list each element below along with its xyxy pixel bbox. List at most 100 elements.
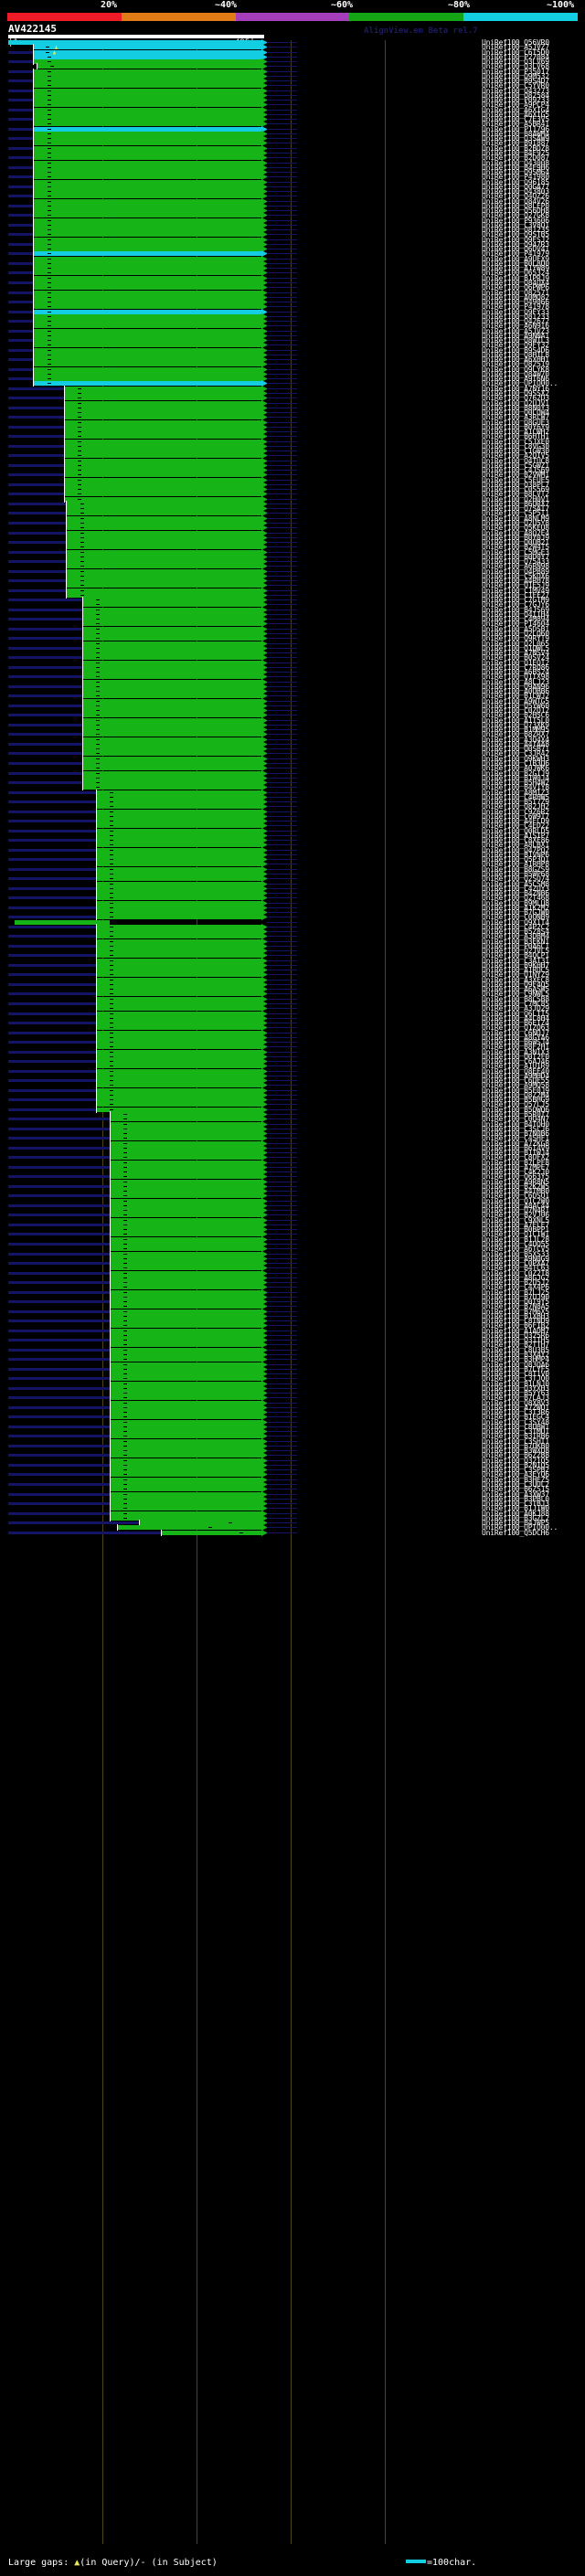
table-row[interactable]: UniRef100_B2W4T5 [0,543,585,551]
hit-label[interactable]: UniRef100_Q2JVL5 [482,947,549,956]
hsp-bar[interactable] [33,164,261,170]
hit-label[interactable]: UniRef100_C8UFX2 [482,1153,549,1162]
hsp-bar[interactable] [33,131,261,136]
hit-label[interactable]: UniRef100_C0QNB9 [482,913,549,922]
hit-label[interactable]: UniRef100_Q9FSJ2 [482,235,549,244]
hit-label[interactable]: UniRef100_Q7SAI7 [482,504,549,514]
hsp-bar[interactable] [33,376,261,382]
table-row[interactable]: UniRef100_A8LJ23 [0,678,585,686]
hsp-bar[interactable] [66,564,261,569]
table-row[interactable]: UniRef100_Q75433 [0,557,585,566]
table-row[interactable]: UniRef100_B4TC63 [0,1264,585,1272]
table-row[interactable]: UniRef100_A6N9I6 [0,322,585,330]
table-row[interactable]: UniRef100_B1JL28 [0,1235,585,1244]
table-row[interactable]: UniRef100_B9S4D7 [0,77,585,85]
hsp-bar[interactable] [66,588,261,593]
hsp-bar[interactable] [110,1385,261,1391]
hsp-bar[interactable] [64,424,261,429]
table-row[interactable]: UniRef100_Q4QZ26 [0,192,585,200]
hsp-bar[interactable] [110,1183,261,1189]
table-row[interactable]: UniRef100_B3GZL2 [0,1514,585,1522]
hit-label[interactable]: UniRef100_Q9RYT9 [482,634,549,643]
hit-label[interactable]: UniRef100_B4ZNB6 [482,889,549,898]
table-row[interactable]: UniRef100_A4FLD9 [0,817,585,825]
hit-label[interactable]: UniRef100_Q0T9Y5 [482,1298,549,1307]
hit-label[interactable]: UniRef100_B4TQH0 [482,1119,549,1129]
hit-label[interactable]: UniRef100_Q9FY33 [482,307,549,316]
table-row[interactable]: UniRef100_B6F1B2 [0,1321,585,1330]
table-row[interactable]: UniRef100_C3SLJ6 [0,1125,585,1133]
hit-label[interactable]: UniRef100_B1MM95 [482,726,549,735]
hsp-bar[interactable] [33,319,261,324]
hit-label[interactable]: UniRef100_P41978 [482,302,549,312]
hit-label[interactable]: UniRef100_B0D0Y7 [482,552,549,561]
hit-label[interactable]: UniRef100_Q947R3 [482,239,549,249]
hit-label[interactable]: UniRef100_Q6DV41 [482,245,549,254]
hit-label[interactable]: UniRef100_C0PXA7 [482,1259,549,1268]
table-row[interactable]: UniRef100_A9MHD4 [0,1072,585,1080]
table-row[interactable]: UniRef100_C7GJY6 [0,600,585,610]
table-row[interactable]: UniRef100_A9UFX9 [0,255,585,263]
table-row[interactable]: UniRef100_Q321Q5 [0,1457,585,1465]
hit-label[interactable]: UniRef100_A1RDC5 [482,966,549,975]
hsp-bar[interactable] [96,934,261,939]
hit-label[interactable]: UniRef100_O81235 [482,226,549,235]
hsp-bar[interactable] [110,1289,261,1295]
table-row[interactable]: UniRef100_Q1EQI2 [0,659,585,667]
hsp-bar[interactable] [33,170,261,175]
hsp-bar[interactable] [110,1501,261,1507]
table-row[interactable]: UniRef100_C3T3R6 [0,1408,585,1416]
hit-label[interactable]: UniRef100_Q9X1T4 [482,917,549,927]
hit-label[interactable]: UniRef100_Q8GUE3 [482,418,549,427]
table-row[interactable]: UniRef100_C1FF27 [0,591,585,599]
hsp-bar[interactable] [66,578,261,584]
table-row[interactable]: UniRef100_Q9FSJ2 [0,235,585,244]
hit-label[interactable]: UniRef100_Q56VR0 [482,38,549,47]
table-row[interactable]: UniRef100_Q2H0V1 [0,495,585,504]
hsp-bar[interactable] [110,1424,261,1429]
hit-label[interactable]: UniRef100_B4JS69 [482,605,549,614]
hsp-bar[interactable] [96,915,261,920]
hsp-bar[interactable] [33,304,261,310]
hsp-bar[interactable] [37,64,261,69]
hsp-bar[interactable] [110,1121,261,1127]
hsp-bar[interactable] [15,919,110,925]
hit-label[interactable]: UniRef100_B5H4W2 [482,779,549,788]
table-row[interactable]: UniRef100_A1YW89 [0,264,585,272]
hsp-bar[interactable] [33,217,261,223]
hit-label[interactable]: UniRef100_Q96185 [482,177,549,186]
table-row[interactable]: UniRef100_C9Z6R2 [0,808,585,816]
hsp-bar[interactable] [33,270,261,276]
table-row[interactable]: UniRef100_Q947R3 [0,239,585,249]
hsp-bar[interactable] [96,1054,261,1059]
hit-label[interactable]: UniRef100_C7GJY6 [482,600,549,610]
hsp-bar[interactable] [33,189,261,195]
hsp-bar[interactable] [66,583,261,588]
table-row[interactable]: UniRef100_Q47PQ2 [0,846,585,854]
hit-label[interactable]: UniRef100_A6XIG4 [482,105,549,114]
table-row[interactable]: UniRef100_B6HTH1 [0,432,585,441]
hit-label[interactable]: UniRef100_C5KDX6 [482,571,549,580]
hit-label[interactable]: UniRef100_Q5DCH6 [482,1528,549,1537]
table-row[interactable]: UniRef100_B8GZS9 [0,865,585,874]
hsp-bar[interactable] [96,929,261,935]
table-row[interactable]: UniRef100_Q9STB5 [0,230,585,239]
hsp-bar[interactable] [110,1506,261,1511]
hit-label[interactable]: UniRef100_B5F0J9 [482,1086,549,1095]
hit-label[interactable]: UniRef100_A7ZWU1 [482,1403,549,1412]
table-row[interactable]: UniRef100_Q56DH8 [0,207,585,215]
hit-label[interactable]: UniRef100_A8Q2E4 [482,528,549,537]
hit-label[interactable]: UniRef100_Q2LQ60 [482,629,549,638]
hit-label[interactable]: UniRef100_B0Y0J9 [482,533,549,542]
table-row[interactable]: UniRef100_A7ZKG8 [0,1140,585,1148]
table-row[interactable]: UniRef100_Q0UB21 [0,538,585,546]
hit-label[interactable]: UniRef100_B6HTH1 [482,432,549,441]
hit-label[interactable]: UniRef100_Q82JH2 [482,802,549,811]
table-row[interactable]: UniRef100_C3UUL2 [0,1480,585,1489]
hit-label[interactable]: UniRef100_B6QRX7 [482,499,549,508]
table-row[interactable]: UniRef100_B8N0Y3 [0,404,585,412]
table-row[interactable]: UniRef100_B1LWJ2 [0,692,585,700]
table-row[interactable]: UniRef100_B5BHG9 [0,1096,585,1104]
table-row[interactable]: UniRef100_O82571 [0,289,585,297]
table-row[interactable]: UniRef100_P14604 [0,620,585,628]
